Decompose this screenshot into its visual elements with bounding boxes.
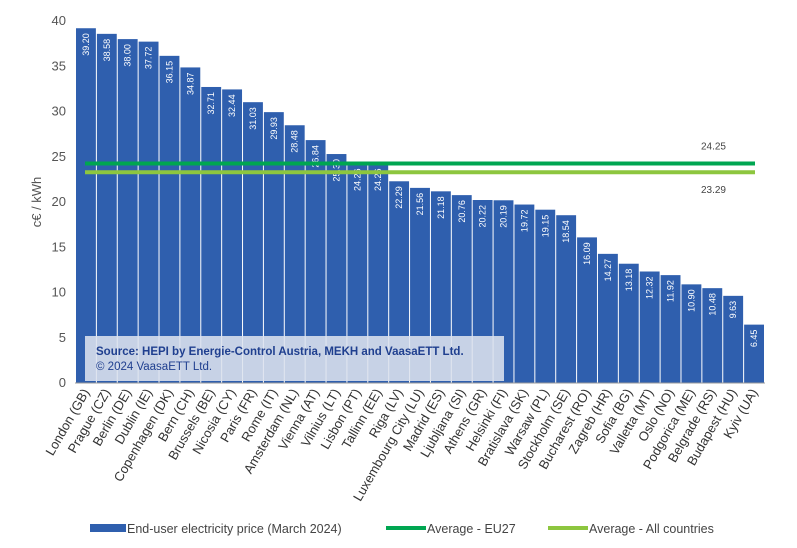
bar-value-label: 10.48 <box>707 293 717 316</box>
bar <box>723 295 744 383</box>
bar-value-label: 32.71 <box>206 92 216 115</box>
y-tick-label: 40 <box>52 13 66 28</box>
bar-value-label: 13.18 <box>624 269 634 292</box>
bar-value-label: 16.09 <box>582 242 592 265</box>
bar <box>514 204 535 383</box>
bar <box>597 253 618 383</box>
bar <box>577 237 597 383</box>
bar-value-label: 22.29 <box>394 186 404 209</box>
average-lines: 24.25 23.29 <box>85 142 755 196</box>
average-value-label: 24.25 <box>701 142 726 153</box>
source-line-1: Source: HEPI by Energie-Control Austria,… <box>96 346 464 358</box>
legend-bar-swatch <box>90 524 126 532</box>
bar-value-label: 20.76 <box>457 200 467 223</box>
bar <box>201 86 222 384</box>
source-box: Source: HEPI by Energie-Control Austria,… <box>85 336 504 381</box>
bar <box>702 288 723 383</box>
bar <box>556 215 577 383</box>
bar-value-label: 19.72 <box>519 210 529 233</box>
bar <box>76 28 96 384</box>
bar-value-label: 39.20 <box>81 33 91 56</box>
legend: End-user electricity price (March 2024) … <box>90 522 714 536</box>
y-axis-label: c€ / kWh <box>29 177 44 228</box>
bar-value-label: 10.90 <box>686 289 696 312</box>
y-tick-label: 20 <box>52 194 66 209</box>
bar-value-label: 24.26 <box>352 168 362 191</box>
bar <box>618 263 639 383</box>
bar <box>305 140 326 383</box>
bar <box>639 271 660 383</box>
bar <box>660 275 681 383</box>
bar <box>368 163 389 383</box>
legend-eu27-label: Average - EU27 <box>427 522 516 536</box>
legend-bar-label: End-user electricity price (March 2024) <box>127 522 342 536</box>
bar-value-label: 20.22 <box>478 205 488 228</box>
bar <box>96 33 117 383</box>
bar-value-label: 26.84 <box>311 145 321 168</box>
bar <box>138 41 159 383</box>
bar-value-label: 37.72 <box>144 47 154 70</box>
y-tick-label: 35 <box>52 58 66 73</box>
bar <box>681 284 702 383</box>
bar-value-label: 11.92 <box>666 280 676 302</box>
y-tick-label: 25 <box>52 149 66 164</box>
legend-all-label: Average - All countries <box>589 522 714 536</box>
source-line-2: © 2024 VaasaETT Ltd. <box>96 361 212 373</box>
bar <box>117 39 138 383</box>
bar-value-label: 14.27 <box>603 259 613 282</box>
bar-value-label: 38.58 <box>102 39 112 62</box>
bar <box>535 209 556 383</box>
y-tick-label: 30 <box>52 104 66 119</box>
y-tick-label: 15 <box>52 239 66 254</box>
legend-eu27-swatch <box>386 526 426 530</box>
bar <box>180 67 201 383</box>
bar-value-label: 18.54 <box>561 220 571 243</box>
bar-value-label: 19.15 <box>540 215 550 238</box>
bar-value-label: 32.44 <box>227 94 237 117</box>
y-tick-label: 5 <box>59 330 66 345</box>
bar-value-label: 20.19 <box>499 205 509 228</box>
bar <box>410 187 430 383</box>
bar <box>326 154 347 383</box>
y-axis-ticks: 0 5 10 15 20 25 30 35 40 <box>52 13 66 390</box>
bar <box>159 55 180 383</box>
bar-value-label: 21.56 <box>415 193 425 216</box>
bar <box>744 324 764 383</box>
bar-value-label: 21.18 <box>436 196 446 219</box>
bar-value-label: 28.48 <box>290 130 300 153</box>
bar-value-label: 34.87 <box>185 72 195 95</box>
average-value-label: 23.29 <box>701 185 726 196</box>
bar <box>263 112 284 384</box>
bar-value-label: 24.26 <box>373 168 383 191</box>
y-tick-label: 0 <box>59 375 66 390</box>
bar <box>389 181 410 383</box>
bar <box>284 125 305 384</box>
legend-all-swatch <box>548 526 588 530</box>
bar-value-label: 9.63 <box>728 301 738 319</box>
bar-value-label: 31.03 <box>248 107 258 130</box>
y-tick-label: 10 <box>52 285 66 300</box>
bar-value-label: 29.93 <box>269 117 279 140</box>
bar-value-label: 6.45 <box>749 330 759 348</box>
category-labels: London (GB)Prague (CZ)Berlin (DE)Dublin … <box>42 386 760 504</box>
bar <box>430 191 451 383</box>
bar-value-label: 36.15 <box>164 61 174 84</box>
bar <box>347 163 368 383</box>
bar-value-label: 38.00 <box>123 44 133 67</box>
bar-value-label: 12.32 <box>645 277 655 300</box>
